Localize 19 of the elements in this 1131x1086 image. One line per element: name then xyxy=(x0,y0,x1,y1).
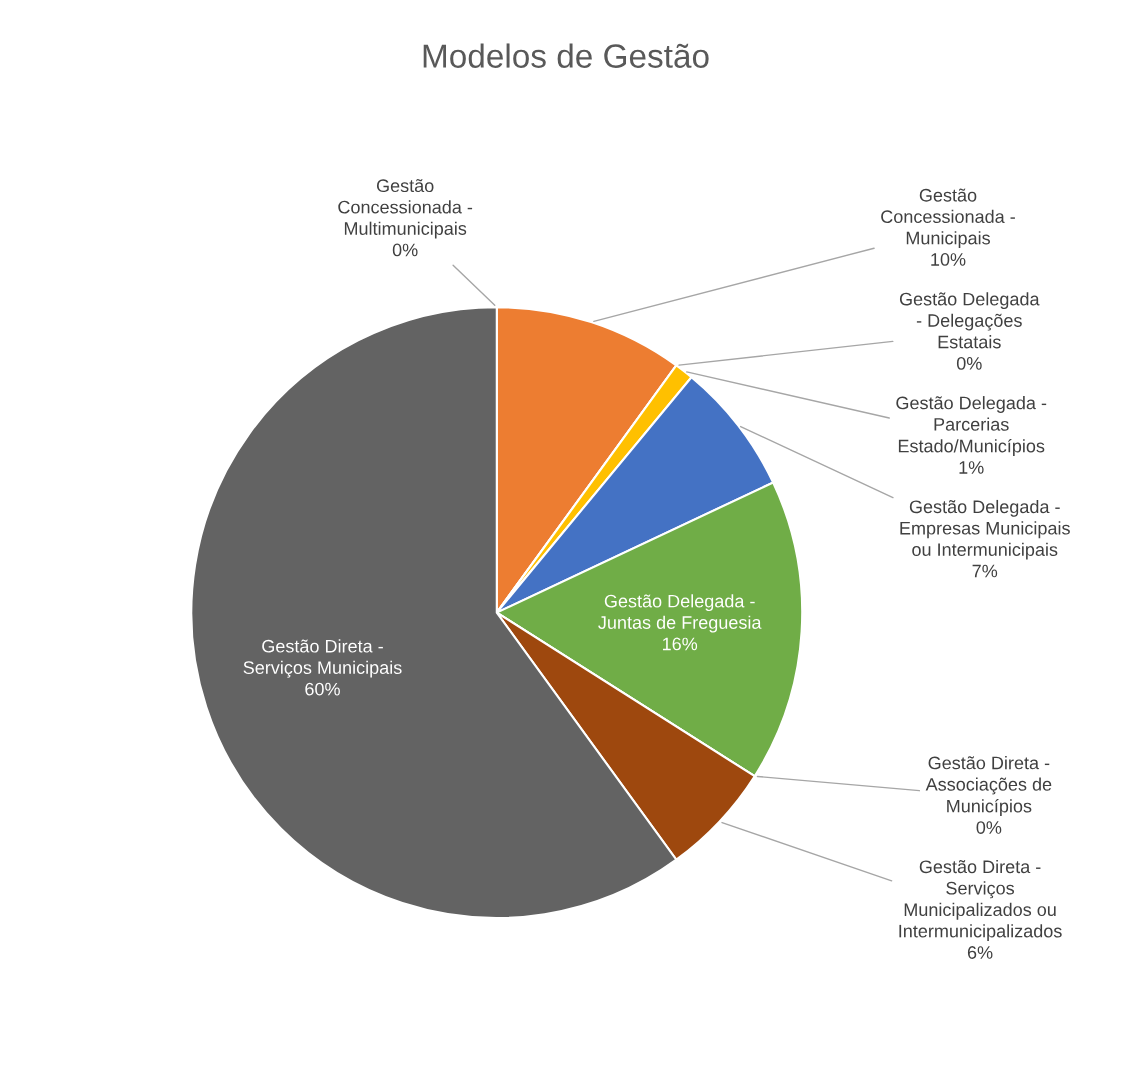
slice-label: Gestão Delegada - Parcerias Estado/Municípios xyxy=(896,396,1047,457)
data-label: 60% xyxy=(305,682,340,696)
text: 0% xyxy=(956,357,982,370)
slice-label: Gestão Delegada - Empresas Municipais ou Intermunicipais xyxy=(900,499,1070,560)
data-label: 1% xyxy=(959,461,984,474)
slice-label: Gestão Delegada - Juntas de Freguesia xyxy=(598,594,762,633)
data-label: 10% xyxy=(931,253,966,266)
chart-title: Modelos de Gestão xyxy=(423,43,709,68)
category-label: Gestão Concessionada - Multimunicipais xyxy=(338,178,473,239)
data-label: 16% xyxy=(662,637,698,651)
text: 0% xyxy=(976,821,1002,834)
slice-label: Gestão Direta - Serviços Municipalizados ou Intermunicipalizados xyxy=(899,859,1062,942)
data-label: 6% xyxy=(967,946,993,959)
data-label: 7% xyxy=(972,564,998,578)
category-label: Gestão Direta - Associações de Municípios xyxy=(925,756,1052,817)
category-label: Gestão Delegada - Delegações Estatais xyxy=(899,292,1040,349)
slice-label: Gestão Direta - Serviços Municipais xyxy=(243,639,402,678)
text: 0% xyxy=(392,243,418,257)
slice-label: Gestão Concessionada - Municipais xyxy=(881,188,1015,249)
